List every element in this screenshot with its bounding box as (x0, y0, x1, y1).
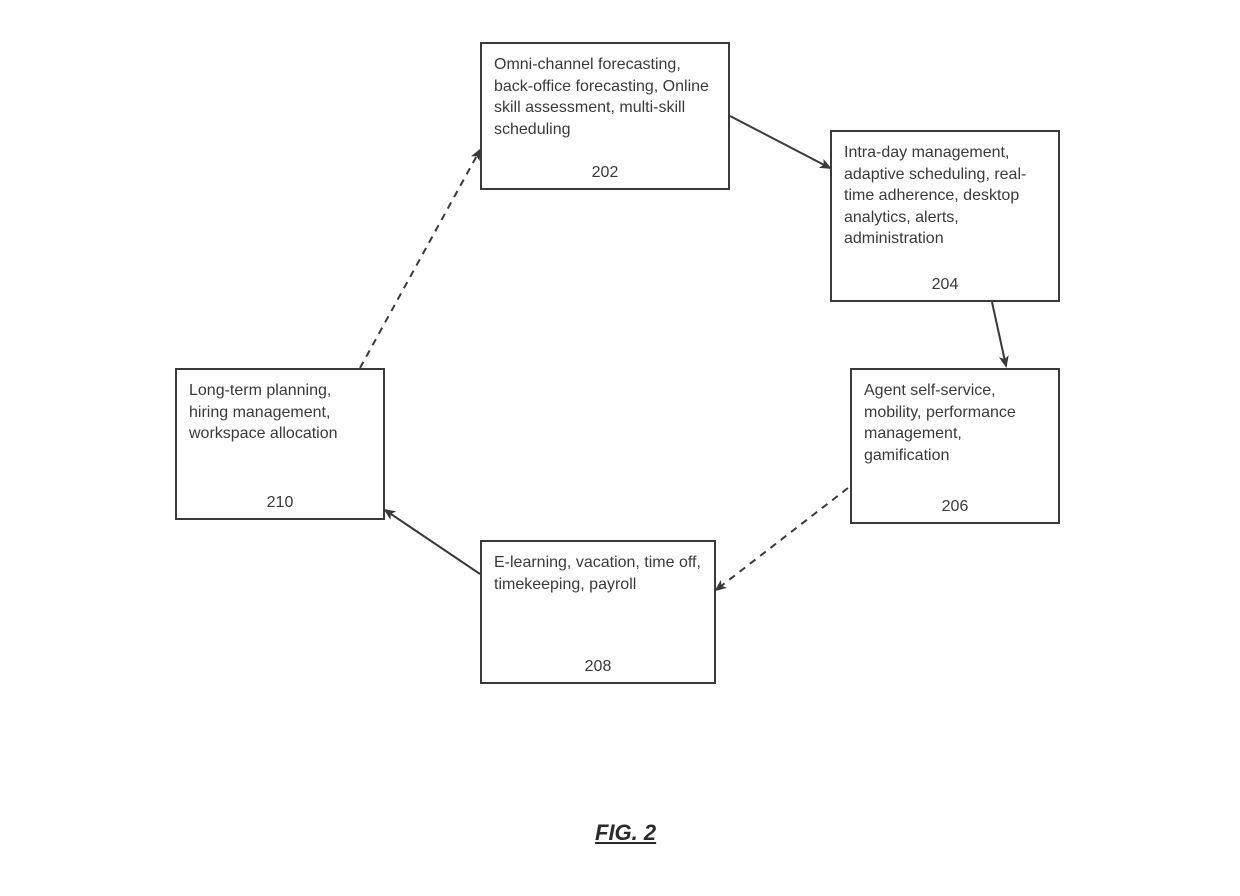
edge-n210-n202 (360, 150, 480, 368)
edge-n202-n204 (730, 116, 830, 168)
edge-n208-n210 (385, 510, 480, 574)
node-ref: 210 (189, 494, 371, 512)
node-ref: 204 (844, 276, 1046, 294)
edge-n204-n206 (992, 302, 1006, 366)
edge-n206-n208 (716, 488, 848, 590)
node-text: Intra-day management, adaptive schedulin… (844, 142, 1046, 250)
node-planning-210: Long-term planning, hiring management, w… (175, 368, 385, 520)
node-agent-206: Agent self-service, mobility, performanc… (850, 368, 1060, 524)
node-forecasting-202: Omni-channel forecasting, back-office fo… (480, 42, 730, 190)
node-text: Omni-channel forecasting, back-office fo… (494, 54, 716, 140)
node-elearning-208: E-learning, vacation, time off, timekeep… (480, 540, 716, 684)
node-ref: 202 (494, 164, 716, 182)
node-ref: 206 (864, 498, 1046, 516)
node-ref: 208 (494, 658, 702, 676)
node-text: E-learning, vacation, time off, timekeep… (494, 552, 702, 595)
node-text: Agent self-service, mobility, performanc… (864, 380, 1046, 466)
figure-caption: FIG. 2 (595, 820, 656, 846)
node-text: Long-term planning, hiring management, w… (189, 380, 371, 445)
node-intraday-204: Intra-day management, adaptive schedulin… (830, 130, 1060, 302)
